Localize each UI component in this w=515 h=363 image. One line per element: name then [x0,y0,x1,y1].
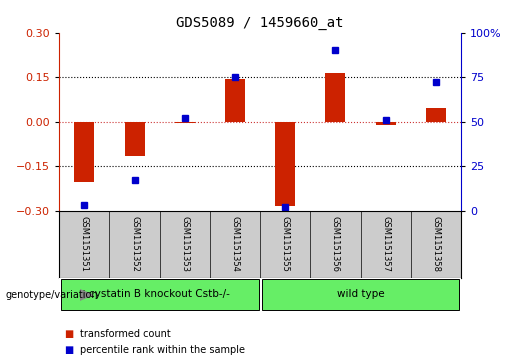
Text: genotype/variation: genotype/variation [5,290,98,300]
Bar [125,122,145,156]
Text: ■: ■ [64,345,74,355]
Text: GSM1151354: GSM1151354 [231,216,239,272]
Text: wild type: wild type [337,289,384,299]
Text: GSM1151351: GSM1151351 [80,216,89,272]
Bar [426,108,446,122]
Text: GSM1151357: GSM1151357 [381,216,390,272]
Text: percentile rank within the sample: percentile rank within the sample [80,345,245,355]
Bar [74,122,94,182]
Title: GDS5089 / 1459660_at: GDS5089 / 1459660_at [176,16,344,30]
Text: GSM1151358: GSM1151358 [432,216,440,272]
Text: cystatin B knockout Cstb-/-: cystatin B knockout Cstb-/- [89,289,230,299]
FancyBboxPatch shape [262,280,459,310]
Text: ■: ■ [64,329,74,339]
Text: GSM1151353: GSM1151353 [180,216,189,272]
Text: GSM1151355: GSM1151355 [281,216,289,272]
Polygon shape [80,290,93,300]
FancyBboxPatch shape [61,280,259,310]
Bar [225,79,245,122]
Bar [375,122,396,125]
Text: transformed count: transformed count [80,329,170,339]
Text: GSM1151356: GSM1151356 [331,216,340,272]
Bar [175,122,195,123]
Bar [275,122,295,206]
Bar [325,73,346,122]
Text: GSM1151352: GSM1151352 [130,216,139,272]
